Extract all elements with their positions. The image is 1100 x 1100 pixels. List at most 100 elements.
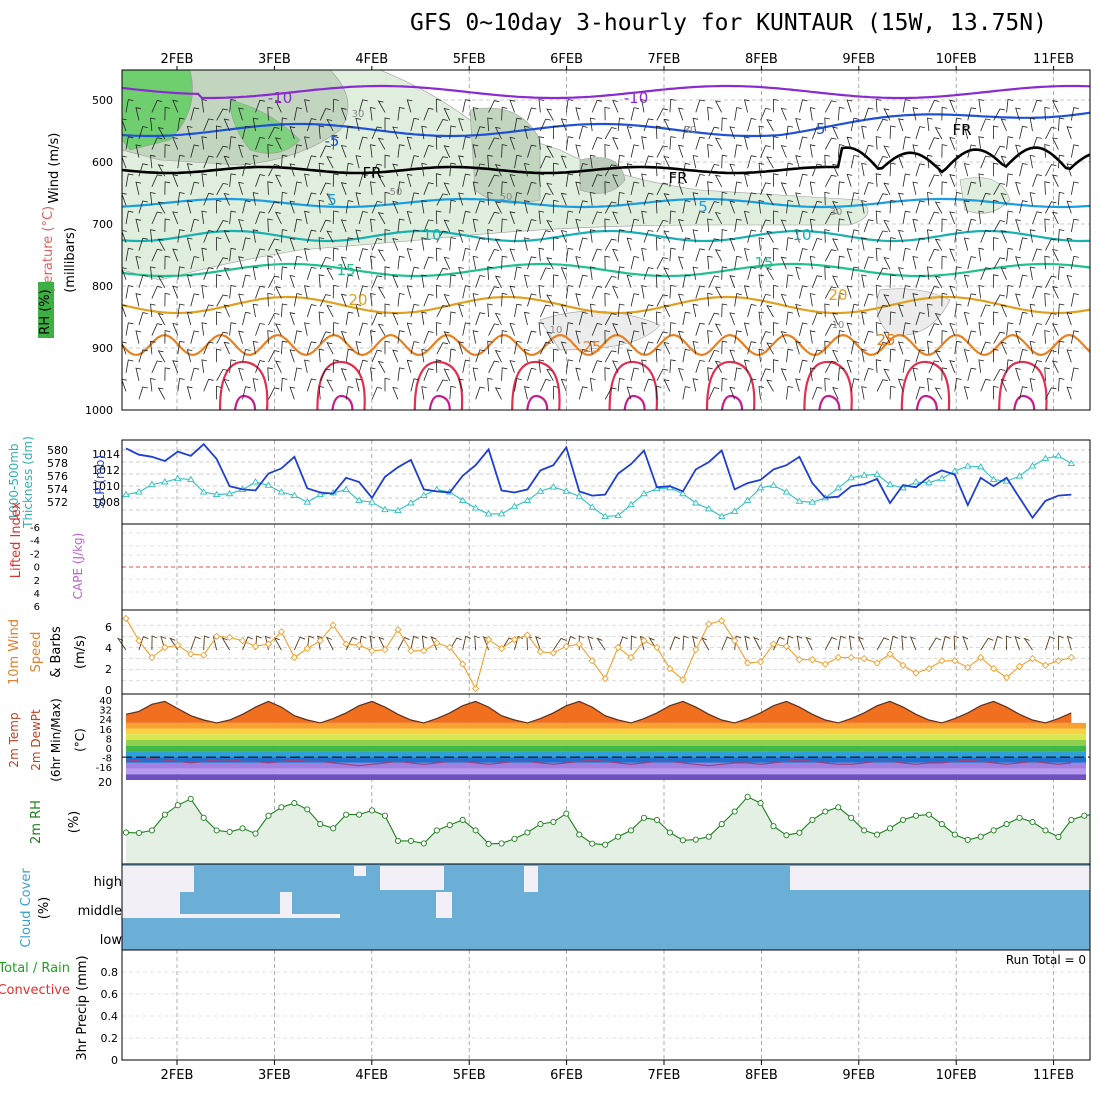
lifted-index-ylabel: Lifted Index [9,501,24,578]
rh-2m-point [589,840,596,847]
temp-contour-30 [1097,362,1100,410]
wind-speed-point [251,642,260,650]
wind-barb [809,144,816,158]
surface-wind-barb [928,637,942,651]
wind-barb [837,367,845,381]
cloud-clear-gap [280,892,292,916]
wind-barb [458,266,464,280]
wind-barb [1029,192,1036,206]
wind-barb [475,386,485,400]
wind-barb [475,163,485,177]
wind-barb [1045,201,1057,214]
wind-barb [927,303,933,318]
wind-barb [626,237,633,251]
wind-barb [612,211,619,225]
wind-barb [949,211,956,225]
wind-barb [242,311,251,326]
wind-barb [875,136,882,150]
wind-barb [1029,154,1036,169]
wind-barb [861,348,867,363]
wind-barb [963,386,970,400]
wind-barb [370,367,376,381]
wind-barb [967,218,977,233]
temp-contour-15 [122,262,1090,278]
precip-legend-convective: Convective [0,983,70,998]
wind-barb [760,182,771,195]
surface-wind-barb [734,635,742,651]
rh-2m-point [615,833,622,840]
cloud-clear-gap [354,866,366,876]
wind-barb [575,218,581,233]
contour-label: -5 [325,132,340,150]
rh-2m-point [394,837,402,844]
wind-barb [832,349,839,363]
wind-barb [992,125,999,140]
wind-barb [1032,99,1042,113]
rh-2m-point [899,816,907,823]
wind-barb [1066,274,1073,288]
wind-speed-point [161,643,169,652]
wind-barb [692,378,699,392]
wind-barb [643,304,654,318]
contour-label: FR [952,121,971,139]
precip-tick-label: 0.8 [101,966,119,979]
wind-barb [721,303,728,318]
wind-barb [861,162,867,177]
temp-color-band [126,740,1086,746]
wind-barb [729,126,736,140]
wind-barb [641,173,647,187]
wind-barb [358,359,368,373]
wind-barb [897,341,904,355]
wind-barb [355,378,362,392]
wind-barb [734,144,742,158]
wind-barb [332,284,339,299]
slp-line [125,442,1072,520]
wind-barb [538,173,545,187]
wind-barb [978,247,984,262]
wind-barb [714,100,723,113]
wind-barb [902,285,911,299]
thickness-point [394,506,402,514]
wind-barb [656,145,668,158]
wind-barb [494,350,502,363]
wind-barb [1051,248,1059,262]
wind-barb [255,360,265,373]
wind-barb [773,136,779,150]
wind-barb [560,155,567,169]
wind-barb [949,360,956,373]
wind-barb [252,303,259,318]
wind-barb [747,266,757,280]
wind-barb [682,386,691,400]
ua-ytick-label: 700 [92,218,113,231]
wind-barb [472,255,479,270]
wind-barb [780,256,787,270]
wind-barb [707,367,713,381]
wind-barb [949,285,956,299]
wind-barb [268,201,280,214]
thickness-point [1028,462,1037,469]
wind-barb [410,155,420,169]
wind-barb [863,107,874,121]
wind-barb [186,311,193,326]
wind-barb [289,126,296,140]
wind-barb [252,378,259,392]
wind-barb [340,293,347,307]
date-label-top: 3FEB [258,52,291,67]
wind-barb [747,304,757,318]
wind-barb [617,340,625,355]
wind-barb [663,304,671,318]
wind-barb [591,360,603,373]
wind-barb [281,303,288,318]
wind-barb [734,367,742,381]
wind-barb [915,237,925,251]
wind-barb [669,210,676,225]
wind-barb [861,274,867,288]
temp-color-band [126,745,1086,752]
wind-barb [780,219,787,233]
thickness-point [756,484,765,491]
wind-barb [238,367,244,381]
wind-barb [423,182,434,195]
wind-barb [487,377,493,392]
wind-barb [1000,230,1007,243]
wind-speed-point [1002,673,1011,682]
